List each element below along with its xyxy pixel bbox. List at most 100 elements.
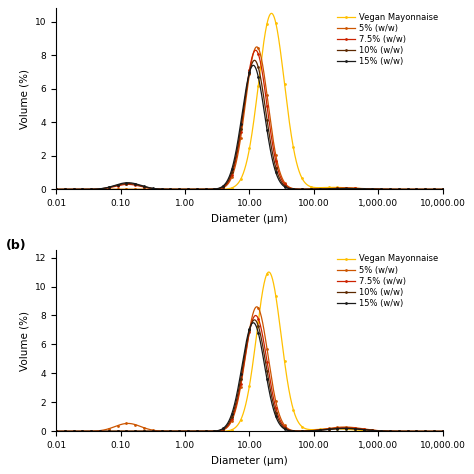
7.5% (w/w): [432, 428, 438, 434]
15% (w/w): [201, 428, 207, 434]
5% (w/w): [391, 187, 396, 192]
10% (w/w): [218, 427, 224, 433]
Line: 10% (w/w): 10% (w/w): [55, 59, 444, 191]
5% (w/w): [120, 421, 126, 427]
7.5% (w/w): [120, 182, 126, 188]
10% (w/w): [53, 187, 59, 192]
10% (w/w): [97, 428, 103, 434]
7.5% (w/w): [53, 428, 59, 434]
Vegan Mayonnaise: [201, 428, 207, 434]
10% (w/w): [201, 187, 207, 192]
Vegan Mayonnaise: [391, 187, 396, 192]
Vegan Mayonnaise: [201, 187, 207, 192]
X-axis label: Diameter (μm): Diameter (μm): [211, 214, 288, 224]
10% (w/w): [252, 317, 257, 323]
15% (w/w): [440, 187, 446, 192]
15% (w/w): [250, 320, 256, 326]
15% (w/w): [120, 180, 126, 186]
10% (w/w): [391, 187, 396, 192]
7.5% (w/w): [53, 187, 59, 192]
Line: 15% (w/w): 15% (w/w): [55, 321, 444, 433]
Vegan Mayonnaise: [440, 428, 446, 434]
Line: 5% (w/w): 5% (w/w): [55, 305, 444, 433]
7.5% (w/w): [253, 313, 258, 319]
5% (w/w): [97, 428, 103, 433]
Line: 15% (w/w): 15% (w/w): [55, 64, 444, 191]
10% (w/w): [120, 428, 126, 434]
7.5% (w/w): [440, 428, 446, 434]
15% (w/w): [218, 184, 224, 190]
5% (w/w): [201, 428, 207, 434]
Line: 10% (w/w): 10% (w/w): [55, 319, 444, 433]
5% (w/w): [432, 428, 438, 434]
5% (w/w): [97, 187, 103, 192]
5% (w/w): [201, 187, 207, 192]
Text: (b): (b): [6, 239, 27, 253]
5% (w/w): [53, 428, 59, 434]
10% (w/w): [391, 428, 396, 434]
10% (w/w): [252, 57, 257, 63]
5% (w/w): [120, 187, 126, 192]
15% (w/w): [120, 428, 126, 434]
5% (w/w): [254, 44, 260, 50]
7.5% (w/w): [120, 428, 126, 434]
10% (w/w): [440, 187, 446, 192]
7.5% (w/w): [440, 187, 446, 192]
15% (w/w): [53, 428, 59, 434]
15% (w/w): [391, 428, 396, 434]
Vegan Mayonnaise: [391, 428, 396, 434]
Vegan Mayonnaise: [53, 428, 59, 434]
Vegan Mayonnaise: [53, 187, 59, 192]
15% (w/w): [432, 428, 438, 434]
Vegan Mayonnaise: [120, 428, 126, 434]
Vegan Mayonnaise: [266, 269, 272, 275]
10% (w/w): [97, 186, 103, 191]
7.5% (w/w): [201, 428, 207, 434]
5% (w/w): [218, 186, 224, 191]
Vegan Mayonnaise: [97, 187, 103, 192]
Vegan Mayonnaise: [432, 187, 438, 192]
10% (w/w): [201, 428, 207, 434]
Line: 5% (w/w): 5% (w/w): [55, 46, 444, 191]
5% (w/w): [254, 304, 260, 310]
Vegan Mayonnaise: [120, 187, 126, 192]
10% (w/w): [432, 187, 438, 192]
Vegan Mayonnaise: [440, 187, 446, 192]
10% (w/w): [53, 428, 59, 434]
10% (w/w): [218, 185, 224, 191]
5% (w/w): [218, 428, 224, 433]
X-axis label: Diameter (μm): Diameter (μm): [211, 456, 288, 465]
Vegan Mayonnaise: [97, 428, 103, 434]
15% (w/w): [201, 187, 207, 192]
Line: 7.5% (w/w): 7.5% (w/w): [55, 314, 444, 433]
Vegan Mayonnaise: [218, 428, 224, 434]
5% (w/w): [391, 428, 396, 434]
Vegan Mayonnaise: [269, 10, 274, 16]
7.5% (w/w): [432, 187, 438, 192]
Line: Vegan Mayonnaise: Vegan Mayonnaise: [55, 271, 444, 433]
Legend: Vegan Mayonnaise, 5% (w/w), 7.5% (w/w), 10% (w/w), 15% (w/w): Vegan Mayonnaise, 5% (w/w), 7.5% (w/w), …: [337, 255, 438, 308]
Y-axis label: Volume (%): Volume (%): [19, 311, 29, 371]
15% (w/w): [53, 187, 59, 192]
Y-axis label: Volume (%): Volume (%): [19, 69, 29, 129]
Line: Vegan Mayonnaise: Vegan Mayonnaise: [55, 12, 444, 191]
7.5% (w/w): [253, 47, 258, 53]
15% (w/w): [97, 186, 103, 191]
5% (w/w): [53, 187, 59, 192]
7.5% (w/w): [218, 185, 224, 191]
15% (w/w): [440, 428, 446, 434]
7.5% (w/w): [201, 187, 207, 192]
15% (w/w): [250, 63, 256, 68]
7.5% (w/w): [391, 428, 396, 434]
5% (w/w): [440, 428, 446, 434]
10% (w/w): [120, 181, 126, 187]
10% (w/w): [432, 428, 438, 434]
Legend: Vegan Mayonnaise, 5% (w/w), 7.5% (w/w), 10% (w/w), 15% (w/w): Vegan Mayonnaise, 5% (w/w), 7.5% (w/w), …: [337, 12, 438, 66]
5% (w/w): [432, 187, 438, 192]
15% (w/w): [391, 187, 396, 192]
Vegan Mayonnaise: [218, 186, 224, 192]
15% (w/w): [97, 428, 103, 434]
10% (w/w): [440, 428, 446, 434]
Line: 7.5% (w/w): 7.5% (w/w): [55, 49, 444, 191]
15% (w/w): [432, 187, 438, 192]
